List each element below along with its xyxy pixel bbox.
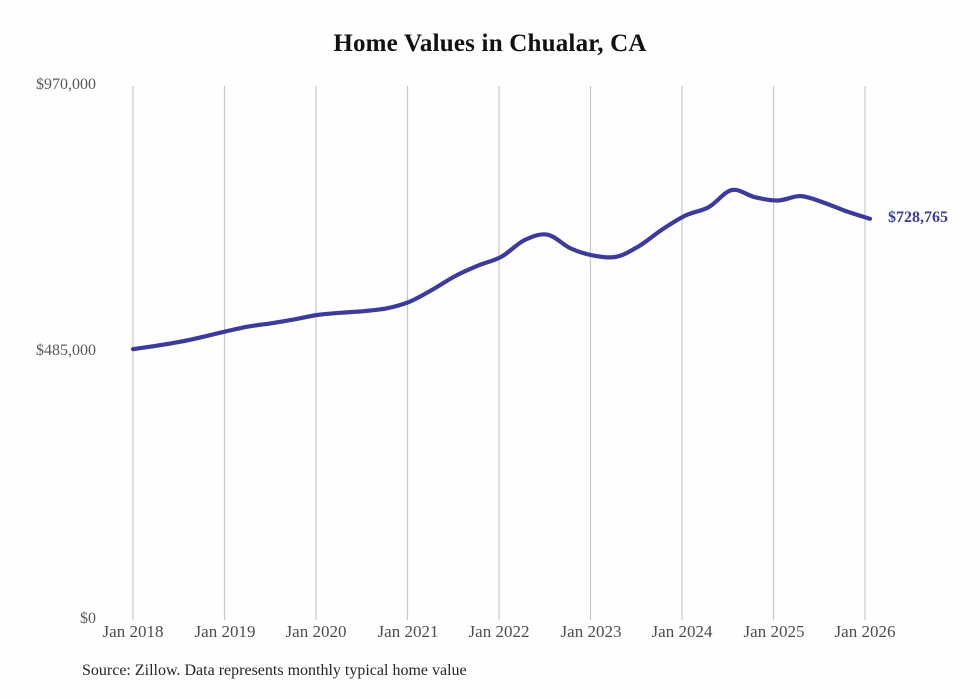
x-axis-tick-jan-2020: Jan 2020 [285,622,347,641]
y-axis-tick-top: $970,000 [36,76,96,93]
end-value-label: $728,765 [888,208,948,226]
x-axis-tick-jan-2026: Jan 2026 [834,622,896,641]
source-note: Source: Zillow. Data represents monthly … [82,662,467,679]
x-axis-tick-jan-2022: Jan 2022 [468,622,530,641]
x-axis-tick-jan-2019: Jan 2019 [194,622,256,641]
x-axis-tick-jan-2018: Jan 2018 [102,622,164,641]
gridlines-group [132,86,866,620]
page-title: Home Values in Chualar, CA [333,30,647,57]
y-axis-tick-zero: $0 [80,610,96,627]
x-axis-tick-jan-2024: Jan 2024 [651,622,713,641]
x-axis-tick-jan-2025: Jan 2025 [743,622,805,641]
home-value-line [130,187,873,352]
x-axis-tick-jan-2023: Jan 2023 [560,622,622,641]
x-axis-tick-jan-2021: Jan 2021 [377,622,439,641]
y-axis-tick-mid: $485,000 [36,342,96,359]
